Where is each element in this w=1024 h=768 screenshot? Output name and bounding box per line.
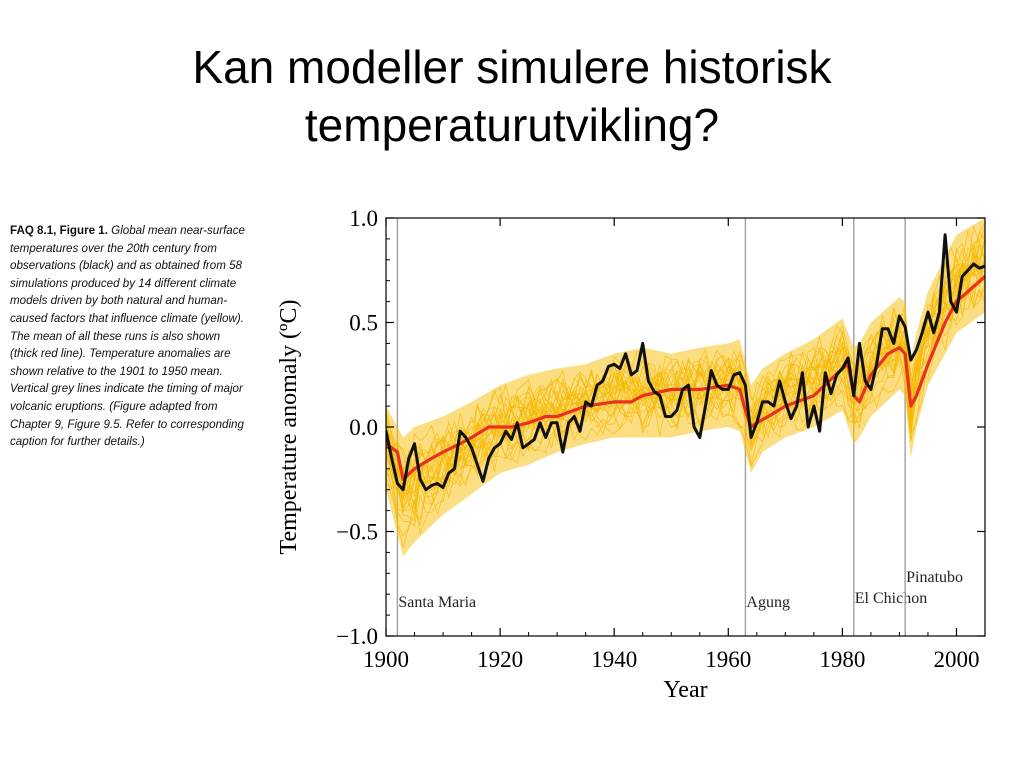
axis-ticks: 1900 1920 1940 1960 1980 2000 1.0 0.5 0.0 −0.5 −1.… (336, 206, 985, 672)
y-tick-label: −0.5 (336, 520, 378, 545)
simulation-strand (386, 286, 985, 526)
slide-title-line-2: temperaturutvikling? (304, 99, 720, 151)
simulation-strand (386, 258, 985, 512)
simulation-strand (386, 238, 985, 493)
x-tick-label: 1960 (705, 647, 751, 672)
volcano-label: El Chichon (855, 590, 927, 607)
caption-figure-label: FAQ 8.1, Figure 1. (10, 224, 108, 237)
y-axis-label: Temperature anomaly (ºC) (276, 300, 302, 555)
volcano-label: Agung (746, 594, 790, 611)
simulation-strand (386, 247, 985, 482)
simulation-strand (386, 239, 985, 500)
simulation-strand (386, 240, 985, 496)
y-tick-label: 0.5 (349, 311, 378, 336)
series-lines (386, 233, 985, 492)
x-axis-label: Year (663, 677, 707, 703)
y-tick-label: 1.0 (349, 206, 378, 231)
observations-line (386, 233, 985, 492)
axis-labels: Year Temperature anomaly (ºC) (276, 300, 708, 704)
simulation-strand (386, 287, 985, 537)
simulation-strand (386, 233, 985, 479)
volcano-label: Pinatubo (906, 569, 963, 586)
slide-title-line-1: Kan modeller simulere historisk (192, 41, 832, 93)
simulation-strand (386, 225, 985, 467)
y-tick-label: −1.0 (336, 624, 378, 649)
volcano-label: Santa Maria (398, 594, 476, 611)
x-tick-label: 1900 (363, 647, 409, 672)
slide-title: Kan modeller simulere historisk temperat… (0, 38, 1024, 154)
x-tick-label: 1980 (819, 647, 865, 672)
x-tick-label: 2000 (933, 647, 979, 672)
caption-text: Global mean near-surface temperatures ov… (10, 224, 246, 449)
x-tick-label: 1940 (591, 647, 637, 672)
figure-caption: FAQ 8.1, Figure 1. Global mean near-surf… (10, 222, 250, 451)
ensemble-mean-line (386, 274, 985, 481)
y-tick-label: 0.0 (349, 415, 378, 440)
x-tick-label: 1920 (477, 647, 523, 672)
simulation-strand (386, 236, 985, 482)
